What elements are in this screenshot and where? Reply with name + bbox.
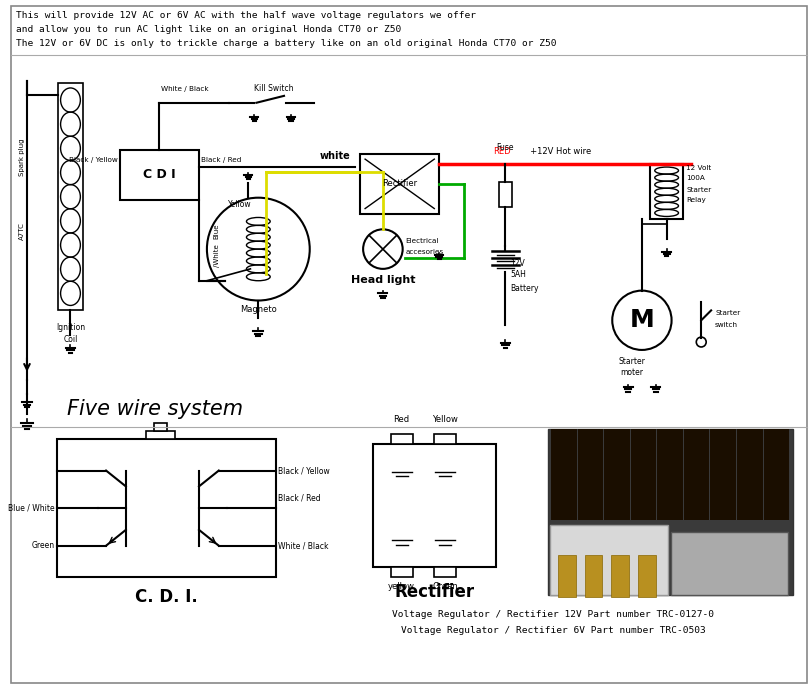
Text: Relay: Relay bbox=[686, 196, 706, 203]
Bar bbox=[57, 83, 83, 310]
Text: Starter: Starter bbox=[686, 187, 712, 193]
Text: Starter: Starter bbox=[619, 357, 646, 366]
Bar bbox=[360, 154, 439, 214]
Text: accesories: accesories bbox=[405, 249, 444, 255]
Text: switch: switch bbox=[715, 322, 738, 328]
Bar bbox=[434, 568, 456, 577]
Bar bbox=[434, 434, 456, 444]
Text: Head light: Head light bbox=[350, 275, 415, 285]
Text: /White: /White bbox=[214, 245, 220, 267]
Bar bbox=[671, 532, 788, 595]
Text: 12V: 12V bbox=[510, 259, 525, 268]
Bar bbox=[631, 429, 656, 520]
Text: This will provide 12V AC or 6V AC with the half wave voltage regulators we offer: This will provide 12V AC or 6V AC with t… bbox=[16, 11, 477, 20]
Text: Five wire system: Five wire system bbox=[67, 399, 244, 420]
Text: Blue: Blue bbox=[214, 223, 220, 239]
Text: yellow: yellow bbox=[388, 582, 415, 591]
Text: Black / Red: Black / Red bbox=[201, 157, 241, 163]
Text: Rectifier: Rectifier bbox=[394, 583, 474, 601]
Text: Coil: Coil bbox=[63, 335, 78, 344]
Text: White / Black: White / Black bbox=[278, 541, 328, 551]
Bar bbox=[604, 429, 629, 520]
Text: Green: Green bbox=[432, 582, 458, 591]
Text: Starter: Starter bbox=[715, 310, 740, 316]
Bar bbox=[710, 429, 736, 520]
Text: Voltage Regulator / Rectifier 6V Part number TRC-0503: Voltage Regulator / Rectifier 6V Part nu… bbox=[400, 626, 705, 635]
Bar bbox=[650, 164, 684, 219]
Text: Blue / White: Blue / White bbox=[8, 504, 55, 513]
Bar bbox=[548, 429, 793, 595]
Bar bbox=[657, 429, 683, 520]
Text: Electrical: Electrical bbox=[405, 238, 439, 244]
Text: Spark plug: Spark plug bbox=[19, 138, 25, 176]
Bar bbox=[57, 439, 276, 577]
Text: +12V Hot wire: +12V Hot wire bbox=[525, 147, 591, 156]
Text: Yellow: Yellow bbox=[228, 200, 252, 209]
Bar bbox=[612, 555, 629, 597]
Text: RED: RED bbox=[493, 147, 511, 156]
Bar bbox=[737, 429, 763, 520]
Text: Fuse: Fuse bbox=[497, 143, 515, 152]
Bar bbox=[638, 555, 656, 597]
Text: Red: Red bbox=[394, 415, 409, 424]
Text: Black / Yellow: Black / Yellow bbox=[70, 157, 118, 163]
Text: The 12V or 6V DC is only to trickle charge a battery like on an old original Hon: The 12V or 6V DC is only to trickle char… bbox=[16, 39, 557, 48]
Bar bbox=[391, 568, 413, 577]
Text: Ignition: Ignition bbox=[56, 323, 85, 332]
Text: A7TC: A7TC bbox=[19, 223, 25, 240]
Text: C. D. I.: C. D. I. bbox=[135, 588, 197, 606]
Text: Kill Switch: Kill Switch bbox=[254, 84, 294, 93]
Text: Voltage Regulator / Rectifier 12V Part number TRC-0127-0: Voltage Regulator / Rectifier 12V Part n… bbox=[392, 610, 714, 619]
Text: 100A: 100A bbox=[686, 175, 705, 181]
Text: Magneto: Magneto bbox=[240, 305, 277, 314]
Text: and allow you to run AC light like on an original Honda CT70 or Z50: and allow you to run AC light like on an… bbox=[16, 25, 401, 34]
Bar bbox=[764, 429, 790, 520]
Bar bbox=[498, 182, 512, 207]
Text: M: M bbox=[629, 308, 654, 332]
Text: Yellow: Yellow bbox=[432, 415, 458, 424]
Bar bbox=[120, 150, 199, 200]
Text: Black / Red: Black / Red bbox=[278, 494, 320, 503]
Bar bbox=[373, 444, 496, 568]
Text: white: white bbox=[320, 151, 351, 161]
Text: 12 Volt: 12 Volt bbox=[686, 165, 712, 171]
Bar bbox=[684, 429, 709, 520]
Text: moter: moter bbox=[621, 368, 643, 377]
Bar bbox=[146, 431, 176, 439]
Text: White / Black: White / Black bbox=[161, 86, 209, 92]
Text: Battery: Battery bbox=[510, 284, 539, 293]
Bar bbox=[558, 555, 576, 597]
Bar bbox=[550, 526, 667, 595]
Text: C D I: C D I bbox=[143, 168, 176, 181]
Text: 5AH: 5AH bbox=[510, 270, 527, 279]
Text: Green: Green bbox=[32, 541, 55, 551]
Bar bbox=[585, 555, 603, 597]
Bar bbox=[551, 429, 577, 520]
Bar bbox=[391, 434, 413, 444]
Bar bbox=[578, 429, 604, 520]
Text: Rectifier: Rectifier bbox=[382, 179, 417, 188]
Text: Black / Yellow: Black / Yellow bbox=[278, 466, 330, 475]
Bar bbox=[154, 423, 167, 431]
